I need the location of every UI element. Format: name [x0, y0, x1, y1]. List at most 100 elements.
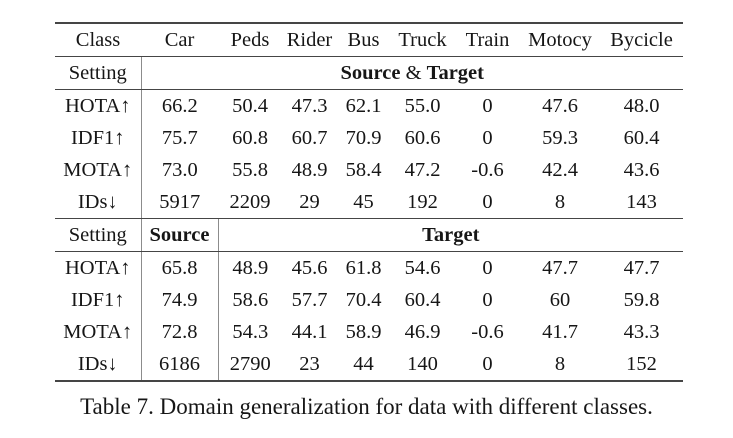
cell: 60.8 — [232, 127, 268, 149]
row-label: IDs↓ — [55, 186, 142, 219]
row-label: MOTA↑ — [55, 154, 142, 186]
table-row-mota-b2: MOTA↑ 72.8 54.3 44.1 58.9 46.9 -0.6 41.7… — [55, 316, 683, 348]
cell: 48.9 — [291, 159, 328, 181]
cell: 47.7 — [623, 257, 660, 279]
cell: 8 — [520, 186, 600, 219]
cell: -0.6 — [471, 159, 504, 181]
cell: 62.1 — [345, 95, 382, 117]
cell: 59.8 — [623, 289, 660, 311]
cell: 58.9 — [345, 321, 382, 343]
cell: 48.9 — [232, 257, 269, 279]
col-header-bycicle: Bycicle — [600, 22, 683, 57]
source-header-cell: Source — [141, 218, 219, 252]
cell: 0 — [455, 186, 520, 219]
col-header-peds: Peds — [218, 22, 282, 57]
col-header-train: Train — [455, 22, 520, 57]
col-header-rider: Rider — [282, 22, 337, 57]
cell: 47.2 — [404, 159, 441, 181]
cell: 54.3 — [232, 321, 269, 343]
cell: 47.7 — [542, 257, 578, 279]
cell: 66.2 — [161, 95, 198, 117]
row-label: MOTA↑ — [55, 316, 142, 348]
target-label: Target — [426, 62, 484, 84]
col-header-motocy: Motocy — [520, 22, 600, 57]
cell: 143 — [600, 186, 683, 219]
setting-label: Setting — [55, 56, 142, 90]
cell: 60 — [549, 289, 571, 311]
merged-setting-cell: Source & Target — [141, 56, 683, 90]
col-header-truck: Truck — [390, 22, 455, 57]
cell: 140 — [390, 348, 455, 382]
cell: 0 — [482, 257, 493, 279]
row-label: HOTA↑ — [55, 89, 142, 122]
col-header-car: Car — [141, 22, 218, 57]
cell: 47.6 — [542, 95, 578, 117]
cell: 60.6 — [404, 127, 441, 149]
cell: 29 — [282, 186, 337, 219]
table-row-idf1-b1: IDF1↑ 75.7 60.8 60.7 70.9 60.6 0 59.3 60… — [55, 122, 683, 154]
setting-row-source-and-target: Setting Source & Target — [55, 56, 683, 90]
cell: 5917 — [141, 186, 218, 219]
cell: 70.9 — [345, 127, 382, 149]
row-label: IDs↓ — [55, 348, 142, 382]
table-row-hota-b1: HOTA↑ 66.2 50.4 47.3 62.1 55.0 0 47.6 48… — [55, 89, 683, 122]
cell: 8 — [520, 348, 600, 382]
cell: 44 — [337, 348, 390, 382]
cell: 59.3 — [542, 127, 578, 149]
source-label: Source — [340, 62, 401, 84]
table-row-mota-b1: MOTA↑ 73.0 55.8 48.9 58.4 47.2 -0.6 42.4… — [55, 154, 683, 186]
cell: 2790 — [218, 348, 282, 382]
source-cell: 72.8 — [141, 316, 219, 348]
ampersand: & — [405, 62, 422, 84]
results-table: Class Car Peds Rider Bus Truck Train Mot… — [55, 22, 683, 382]
cell: 0 — [455, 348, 520, 382]
cell: 60.4 — [404, 289, 441, 311]
cell: 60.7 — [291, 127, 328, 149]
cell: 0 — [482, 127, 493, 149]
cell: 43.3 — [623, 321, 660, 343]
cell: 0 — [482, 95, 493, 117]
cell: 152 — [600, 348, 683, 382]
cell: 50.4 — [232, 95, 268, 117]
cell: 44.1 — [291, 321, 328, 343]
table-row-ids-b1: IDs↓ 5917 2209 29 45 192 0 8 143 — [55, 186, 683, 219]
cell: 54.6 — [404, 257, 441, 279]
cell: 48.0 — [623, 95, 660, 117]
row-label: HOTA↑ — [55, 251, 142, 284]
table-row-hota-b2: HOTA↑ 65.8 48.9 45.6 61.8 54.6 0 47.7 47… — [55, 251, 683, 284]
source-cell: 6186 — [141, 348, 219, 382]
cell: 0 — [482, 289, 493, 311]
cell: 45 — [337, 186, 390, 219]
row-label: IDF1↑ — [55, 122, 142, 154]
row-label: IDF1↑ — [55, 284, 142, 316]
cell: 60.4 — [623, 127, 660, 149]
col-header-bus: Bus — [337, 22, 390, 57]
cell: 23 — [282, 348, 337, 382]
cell: 41.7 — [542, 321, 578, 343]
cell: 42.4 — [542, 159, 578, 181]
cell: 45.6 — [291, 257, 328, 279]
target-header-cell: Target — [218, 218, 683, 252]
source-cell: 74.9 — [141, 284, 219, 316]
cell: 58.4 — [345, 159, 382, 181]
cell: 2209 — [218, 186, 282, 219]
col-header-class: Class — [55, 22, 141, 57]
cell: 192 — [390, 186, 455, 219]
source-cell: 65.8 — [141, 251, 219, 284]
table-row-idf1-b2: IDF1↑ 74.9 58.6 57.7 70.4 60.4 0 60 59.8 — [55, 284, 683, 316]
cell: 75.7 — [161, 127, 198, 149]
cell: 61.8 — [345, 257, 382, 279]
cell: 70.4 — [345, 289, 382, 311]
setting-row-source-target: Setting Source Target — [55, 218, 683, 252]
table-caption: Table 7. Domain generalization for data … — [80, 394, 653, 419]
cell: 55.8 — [232, 159, 268, 181]
cell: 47.3 — [291, 95, 328, 117]
cell: 58.6 — [232, 289, 269, 311]
class-header-row: Class Car Peds Rider Bus Truck Train Mot… — [55, 22, 683, 57]
cell: 57.7 — [291, 289, 328, 311]
cell: -0.6 — [471, 321, 504, 343]
cell: 55.0 — [404, 95, 441, 117]
cell: 46.9 — [404, 321, 441, 343]
cell: 73.0 — [161, 159, 198, 181]
